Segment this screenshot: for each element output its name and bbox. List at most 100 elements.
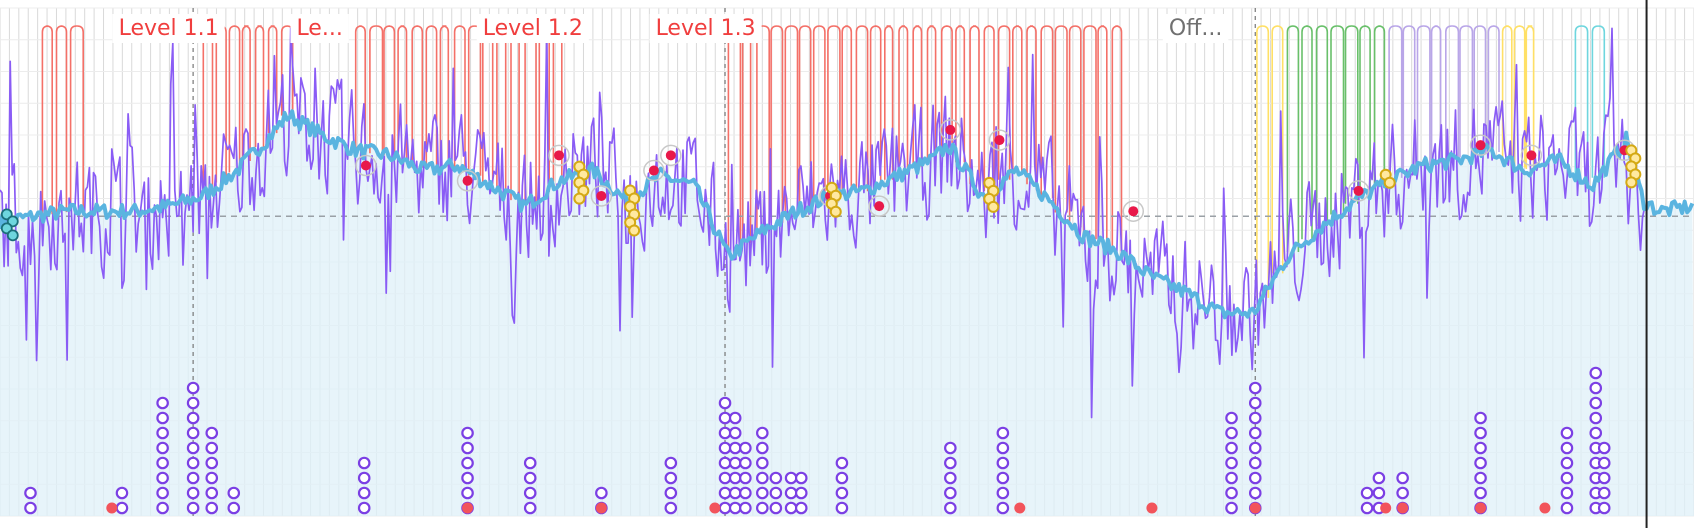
event-ring [1474,411,1487,425]
event-ring [1589,426,1603,440]
event-ring [205,501,219,515]
level-step-pulse [41,25,53,215]
event-ring [728,456,742,470]
event-ring [784,486,798,500]
area-fill [0,111,1694,516]
event-ring [718,411,732,425]
level-step-pulse [1388,25,1403,178]
level-step-pulse [1068,25,1082,228]
event-ring [835,501,849,515]
event-ring [227,486,241,500]
event-ring [1360,501,1374,515]
event-ring [1474,471,1487,485]
event-ring [461,456,474,470]
event-ring [357,501,371,515]
level-step-pulse [383,25,396,156]
event-ring [755,471,769,485]
level-label-background [1162,14,1229,43]
event-ring [1396,471,1409,485]
event-ring [1474,486,1487,500]
event-ring [769,471,783,485]
level-step-pulse [1271,25,1284,274]
event-ring [357,486,371,500]
event-red-dot [1380,502,1392,514]
event-ring [205,486,219,500]
event-ring [523,456,537,470]
event-ring [728,426,742,440]
level-step-pulse [1315,25,1329,226]
event-ring [1474,441,1487,455]
event-ring [755,501,769,515]
event-ring [1225,411,1238,425]
event-ring [1248,396,1262,410]
event-columns [24,366,1611,515]
event-ring [1248,471,1262,485]
event-ring [461,471,474,485]
level-step-pulse [912,25,923,167]
event-ring [205,456,219,470]
event-ring [1597,441,1611,455]
event-ring [523,471,537,485]
event-ring [1597,501,1611,515]
level-step-pulse [1083,25,1097,240]
red-marker-halo [1469,134,1492,156]
event-ring [996,471,1010,485]
event-ring [728,486,742,500]
event-ring [769,486,783,500]
event-ring [1225,426,1238,440]
event-red-dot [1475,502,1487,514]
red-marker [1353,185,1364,196]
red-marker-halo [1347,180,1370,202]
event-ring [186,471,200,485]
level-step-pulse [997,25,1011,180]
event-ring [186,411,200,425]
event-ring [755,456,769,470]
level-step-pulse [784,25,799,215]
level-step-pulse [411,25,424,168]
level-step-pulse [812,25,826,201]
event-ring [755,486,769,500]
event-ring [1597,456,1611,470]
level-step-pulse [855,25,869,192]
red-marker-halo [1520,144,1543,167]
event-ring [1372,471,1386,485]
event-ring [156,456,169,470]
level-step-pulse [228,25,241,173]
level-step-pulse [1574,25,1589,178]
level-step-pulse [1344,25,1359,204]
event-ring [1360,486,1374,500]
event-ring [156,396,169,410]
level-step-pulse [439,25,450,168]
event-ring [1589,366,1603,380]
blue-line [0,109,1694,320]
level-step-pulse [1111,25,1123,252]
level-step-pulse [983,25,995,191]
level-step-pulse [1012,25,1023,172]
event-ring [1589,396,1603,410]
level-labels: Level 1.1 Le... Level 1.2 Level 1.3 Off... [112,14,1229,43]
event-ring [835,456,849,470]
red-marker [1128,206,1139,217]
level-step-pulse [1513,25,1526,168]
event-ring [944,471,957,485]
red-marker-halo [643,159,665,182]
level-label: Off... [1169,16,1222,41]
level-step-pulse [1459,25,1474,158]
event-ring [186,486,200,500]
event-ring [664,486,678,500]
event-ring [739,456,752,470]
event-ring [718,471,732,485]
purple-noisy-series [0,27,1646,419]
event-ring [357,456,371,470]
event-ring [186,381,200,395]
level-step-pulse [369,25,384,154]
level-step-pulse [1416,25,1431,166]
level-step-pulse [955,25,966,163]
red-marker [665,150,676,161]
event-ring [718,501,732,515]
level-label: Level 1.2 [483,16,583,41]
event-ring [944,501,957,515]
event-ring [944,486,957,500]
event-ring [1560,426,1574,440]
